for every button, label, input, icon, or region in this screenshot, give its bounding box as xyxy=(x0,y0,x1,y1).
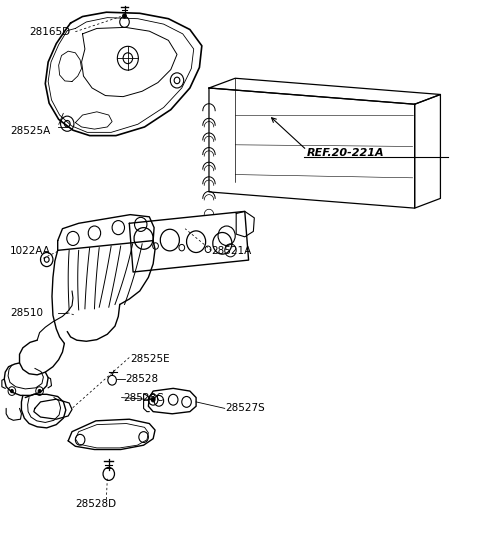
Text: 28165D: 28165D xyxy=(29,27,70,36)
Text: 28527S: 28527S xyxy=(226,404,265,413)
Text: 28521A: 28521A xyxy=(211,246,252,256)
Text: 28528D: 28528D xyxy=(75,499,117,509)
Text: 1022AA: 1022AA xyxy=(10,246,51,256)
Circle shape xyxy=(38,390,41,393)
Text: 28525A: 28525A xyxy=(10,126,50,137)
Circle shape xyxy=(122,14,126,18)
Text: REF.20-221A: REF.20-221A xyxy=(307,148,384,158)
Circle shape xyxy=(151,398,155,402)
Text: 28528C: 28528C xyxy=(123,393,164,403)
Text: 28510: 28510 xyxy=(10,307,43,318)
Text: 28525E: 28525E xyxy=(130,354,170,363)
Circle shape xyxy=(11,390,13,393)
Text: 28528: 28528 xyxy=(125,374,158,384)
